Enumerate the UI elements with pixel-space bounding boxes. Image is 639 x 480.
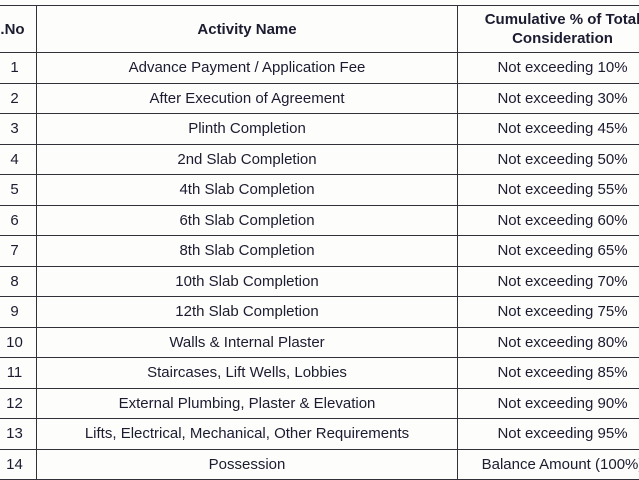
cell-activity-name: After Execution of Agreement [36, 82, 458, 114]
cell-activity-name: 6th Slab Completion [36, 204, 458, 236]
table-row: 1 Advance Payment / Application Fee Not ex… [0, 52, 639, 84]
cell-activity-name: External Plumbing, Plaster & Elevation [36, 387, 458, 419]
table-row: 6 6th Slab Completion Not exceeding 60% [0, 204, 639, 236]
cell-serial-number: 14 [0, 448, 37, 480]
table-row: 11 Staircases, Lift Wells, Lobbies Not exc… [0, 357, 639, 389]
cell-cumulative-percent: Not exceeding 85% [457, 357, 639, 389]
cell-cumulative-percent: Not exceeding 75% [457, 296, 639, 328]
cell-serial-number: 5 [0, 174, 37, 206]
cell-serial-number: 10 [0, 326, 37, 358]
cell-cumulative-percent: Not exceeding 70% [457, 265, 639, 297]
table-row: 14 Possession Balance Amount (100%) [0, 448, 639, 480]
cell-serial-number: 2 [0, 82, 37, 114]
cell-serial-number: 3 [0, 113, 37, 145]
cell-serial-number: 9 [0, 296, 37, 328]
cell-cumulative-percent: Not exceeding 55% [457, 174, 639, 206]
cell-serial-number: 1 [0, 52, 37, 84]
table-row: 4 2nd Slab Completion Not exceeding 50% [0, 143, 639, 175]
cell-serial-number: 8 [0, 265, 37, 297]
cell-serial-number: 4 [0, 143, 37, 175]
table-row: 9 12th Slab Completion Not exceeding 75% [0, 296, 639, 328]
table-row: 8 10th Slab Completion Not exceeding 70% [0, 265, 639, 297]
table-row: 3 Plinth Completion Not exceeding 45% [0, 113, 639, 145]
cell-cumulative-percent: Not exceeding 10% [457, 52, 639, 84]
table-row: 2 After Execution of Agreement Not exceedi… [0, 82, 639, 114]
cell-activity-name: Plinth Completion [36, 113, 458, 145]
column-header-activity-name: Activity Name [36, 5, 458, 53]
table-row: 5 4th Slab Completion Not exceeding 55% [0, 174, 639, 206]
cell-cumulative-percent: Not exceeding 90% [457, 387, 639, 419]
cell-activity-name: Walls & Internal Plaster [36, 326, 458, 358]
cell-activity-name: 8th Slab Completion [36, 235, 458, 267]
cell-serial-number: 13 [0, 418, 37, 450]
cell-cumulative-percent: Not exceeding 80% [457, 326, 639, 358]
cell-activity-name: Possession [36, 448, 458, 480]
table-row: 12 External Plumbing, Plaster & Elevation… [0, 387, 639, 419]
cell-serial-number: 7 [0, 235, 37, 267]
cell-activity-name: 10th Slab Completion [36, 265, 458, 297]
cell-cumulative-percent: Not exceeding 65% [457, 235, 639, 267]
table-row: 10 Walls & Internal Plaster Not exceeding … [0, 326, 639, 358]
cell-serial-number: 12 [0, 387, 37, 419]
cell-activity-name: Staircases, Lift Wells, Lobbies [36, 357, 458, 389]
column-header-cumulative-percent: Cumulative % of Total Consideration [457, 5, 639, 53]
cell-activity-name: Advance Payment / Application Fee [36, 52, 458, 84]
cell-cumulative-percent: Not exceeding 95% [457, 418, 639, 450]
table-body: 1 Advance Payment / Application Fee Not ex… [0, 52, 639, 480]
cell-cumulative-percent: Not exceeding 30% [457, 82, 639, 114]
cell-activity-name: 4th Slab Completion [36, 174, 458, 206]
header-row: S.No Activity Name Cumulative % of Total… [0, 5, 639, 53]
cell-cumulative-percent: Not exceeding 60% [457, 204, 639, 236]
table-row: 7 8th Slab Completion Not exceeding 65% [0, 235, 639, 267]
cell-serial-number: 11 [0, 357, 37, 389]
payment-schedule-table: S.No Activity Name Cumulative % of Total… [0, 5, 639, 480]
cell-serial-number: 6 [0, 204, 37, 236]
column-header-sno: S.No [0, 5, 37, 53]
cell-cumulative-percent: Not exceeding 50% [457, 143, 639, 175]
cell-cumulative-percent: Balance Amount (100%) [457, 448, 639, 480]
table-row: 13 Lifts, Electrical, Mechanical, Other R… [0, 418, 639, 450]
cell-activity-name: 2nd Slab Completion [36, 143, 458, 175]
cell-activity-name: 12th Slab Completion [36, 296, 458, 328]
cell-cumulative-percent: Not exceeding 45% [457, 113, 639, 145]
cell-activity-name: Lifts, Electrical, Mechanical, Other Req… [36, 418, 458, 450]
